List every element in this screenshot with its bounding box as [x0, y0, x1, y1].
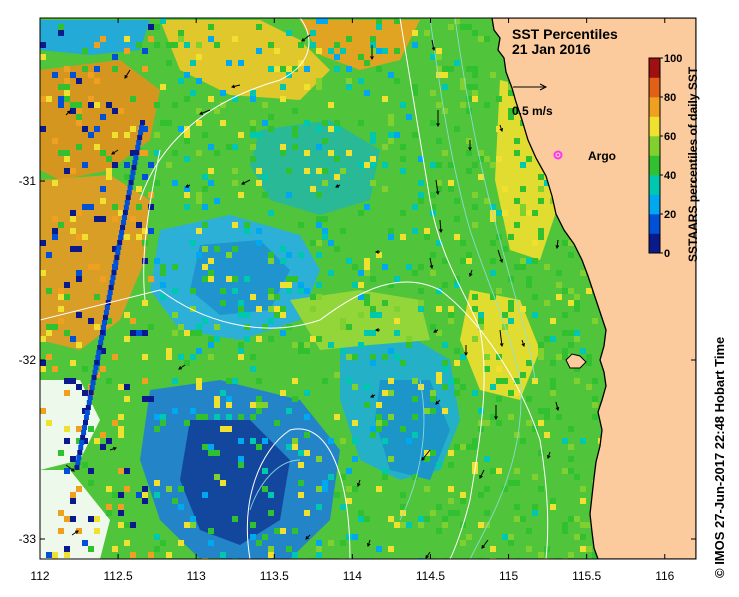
x-axis-tick-label: 115.5: [572, 569, 601, 583]
current-arrow: [429, 257, 434, 270]
colorbar-segment: [649, 175, 660, 195]
current-arrow: [178, 364, 186, 370]
x-axis-tick-label: 116: [655, 569, 674, 583]
current-arrow: [481, 539, 489, 549]
current-arrow: [435, 179, 440, 196]
current-arrow: [431, 39, 436, 52]
x-axis-tick-label: 112.5: [104, 569, 133, 583]
current-arrow: [479, 469, 485, 479]
colorbar-segment: [649, 155, 660, 176]
current-arrow: [468, 269, 473, 277]
island: [565, 353, 587, 369]
current-vectors: [65, 34, 560, 559]
current-arrow: [555, 239, 560, 250]
current-arrow: [421, 449, 431, 461]
x-axis-tick-label: 114: [343, 569, 362, 583]
current-arrow: [497, 249, 504, 263]
colorbar-tick-label: 80: [664, 92, 676, 104]
x-axis-tick-label: 114.5: [416, 569, 445, 583]
current-arrow: [494, 405, 498, 421]
current-arrow: [438, 219, 443, 234]
current-arrow: [546, 451, 551, 459]
current-arrow: [305, 534, 311, 540]
map-area: [40, 18, 696, 559]
colorbar-segment: [649, 214, 660, 234]
current-arrow: [436, 110, 440, 128]
current-arrow: [366, 539, 371, 547]
current-arrow: [425, 551, 431, 559]
colorbar-segment: [649, 116, 660, 137]
current-arrow: [65, 464, 75, 472]
land-western-australia: [491, 18, 696, 559]
current-arrow: [356, 479, 361, 487]
current-arrow: [301, 34, 311, 42]
credit-text: © IMOS 27-Jun-2017 22:48 Hobart Time: [712, 336, 727, 578]
colorbar-frame: [648, 57, 661, 254]
map-title: SST Percentiles: [512, 26, 618, 42]
shelf-contours: [249, 18, 536, 559]
colorbar-segment: [649, 97, 660, 117]
map-frame: [39, 17, 697, 560]
current-arrow: [185, 184, 191, 188]
colorbar-segment: [649, 77, 660, 98]
colorbar: 0 20 40 60 80 100: [648, 53, 682, 260]
velocity-scale-arrow: [513, 83, 548, 91]
current-arrow: [433, 329, 439, 333]
current-arrow: [499, 124, 504, 132]
y-axis-tick-label: -33: [19, 532, 37, 546]
current-arrow: [499, 329, 504, 348]
current-arrow: [521, 339, 526, 347]
colorbar-tick-label: 60: [664, 131, 676, 143]
current-arrow: [335, 184, 341, 188]
current-arrow: [199, 109, 211, 115]
current-arrow: [109, 446, 117, 451]
current-arrow: [374, 250, 380, 254]
colorbar-tick-label: 20: [664, 209, 676, 221]
map-date: 21 Jan 2016: [512, 41, 591, 57]
colorbar-segment: [649, 194, 660, 215]
current-arrow: [370, 45, 374, 61]
velocity-scale-label: 0.5 m/s: [512, 104, 553, 118]
colorbar-segment: [649, 136, 660, 156]
colorbar-segment: [649, 233, 660, 254]
x-axis-tick-label: 112: [30, 569, 49, 583]
current-arrow: [65, 110, 71, 116]
current-arrow: [435, 399, 441, 405]
current-arrow: [230, 84, 241, 89]
colorbar-tick-label: 0: [664, 248, 670, 260]
colorbar-tick-label: 40: [664, 170, 676, 182]
colorbar-segment: [649, 58, 660, 78]
y-axis-tick-label: -32: [19, 353, 37, 367]
current-arrow: [111, 149, 119, 155]
current-arrow: [241, 179, 251, 185]
current-arrow: [555, 401, 560, 412]
current-arrow: [468, 140, 472, 152]
x-axis-tick-label: 115: [499, 569, 518, 583]
x-axis-tick-label: 113.5: [260, 569, 289, 583]
current-arrow: [464, 345, 468, 357]
argo-label: Argo: [588, 149, 616, 163]
current-arrow: [124, 69, 131, 79]
colorbar-tick-label: 100: [664, 53, 682, 65]
x-axis-tick-label: 113: [187, 569, 206, 583]
current-arrow: [370, 394, 376, 398]
bathymetry-contours: [40, 18, 549, 559]
axes: 112 112.5 113 113.5 114 114.5 115 115.5 116 -31 -3…: [19, 18, 696, 583]
y-axis-tick-label: -31: [19, 174, 37, 188]
colorbar-label: SSTAARS percentiles of daily SST: [686, 66, 700, 262]
current-arrow: [71, 530, 79, 536]
current-arrow: [374, 328, 380, 332]
argo-float-marker: [553, 150, 563, 160]
